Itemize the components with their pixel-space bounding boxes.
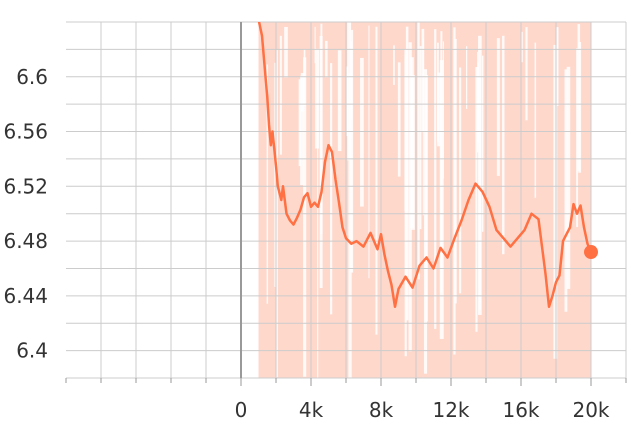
raw-band-gap: [437, 72, 441, 147]
raw-band-gap: [350, 29, 354, 273]
raw-band-gap: [360, 57, 364, 207]
raw-band-gap: [319, 35, 323, 288]
y-tick-label: 6.4: [16, 339, 48, 363]
raw-band-gap: [330, 63, 333, 315]
raw-band-gap: [408, 42, 412, 352]
raw-band-gap: [417, 22, 420, 280]
raw-band-gap: [410, 75, 415, 230]
raw-band-gap: [375, 26, 378, 335]
raw-band-gap: [436, 42, 439, 143]
raw-band-gap: [397, 62, 401, 177]
raw-band-gap: [337, 50, 342, 152]
raw-band-gap: [419, 46, 422, 230]
raw-band-gap: [284, 26, 288, 78]
raw-band-gap: [410, 76, 413, 138]
raw-band-gap: [298, 79, 301, 167]
raw-band-gap: [325, 40, 328, 78]
raw-band-gap: [454, 39, 457, 304]
raw-band-gap: [458, 67, 462, 294]
raw-band-gap: [434, 29, 437, 329]
x-tick-label: 0: [235, 398, 248, 422]
raw-band-gap: [534, 42, 537, 198]
raw-band-gap: [274, 62, 277, 287]
raw-band-gap: [300, 73, 304, 112]
y-tick-label: 6.44: [3, 284, 48, 308]
raw-band-gap: [564, 69, 568, 312]
raw-band-gap: [477, 62, 480, 144]
raw-band-gap: [578, 42, 582, 173]
raw-band-gap: [317, 78, 319, 378]
raw-band-gap: [347, 22, 352, 161]
raw-band-gap: [566, 66, 571, 289]
y-tick-label: 6.52: [3, 174, 48, 198]
raw-band-gap: [346, 66, 349, 137]
raw-band-gap: [453, 27, 456, 355]
raw-band-gap: [315, 48, 320, 149]
raw-band-gap: [465, 46, 468, 109]
series-layer: [257, 22, 598, 309]
raw-value-band: [258, 22, 591, 379]
series-line: [257, 22, 593, 309]
x-tick-label: 12k: [432, 398, 469, 422]
raw-band-gap: [266, 64, 269, 304]
raw-band-gap: [300, 75, 304, 186]
x-tick-label: 16k: [502, 398, 539, 422]
raw-band-gap: [525, 27, 528, 121]
raw-band-gap: [496, 38, 500, 176]
raw-band-gap: [314, 26, 316, 64]
y-tick-label: 6.6: [16, 65, 48, 89]
raw-band-gap: [475, 67, 478, 332]
series-end-point: [584, 245, 598, 260]
raw-band-gap: [279, 35, 282, 155]
x-tick-label: 20k: [572, 398, 609, 422]
raw-band-gap: [439, 60, 444, 339]
raw-band-gap: [553, 44, 558, 359]
raw-band-gap: [425, 74, 428, 322]
x-tick-label: 4k: [299, 398, 324, 422]
raw-band-gap: [478, 76, 482, 310]
raw-band-gap: [303, 57, 307, 377]
y-axis: 6.4 6.44 6.48 6.52 6.56 6.6: [3, 65, 48, 363]
raw-band-gap: [404, 80, 407, 277]
raw-band-gap: [393, 45, 395, 85]
y-tick-label: 6.48: [3, 229, 48, 253]
x-axis: 0 4k 8k 12k 16k 20k: [65, 378, 627, 422]
raw-band-gap: [348, 73, 352, 379]
raw-band-gap: [576, 48, 579, 228]
raw-band-gap: [422, 38, 424, 216]
y-tick-label: 6.56: [3, 120, 48, 144]
raw-band-gap: [368, 25, 370, 279]
raw-band-gap: [521, 31, 523, 63]
x-tick-label: 8k: [369, 398, 394, 422]
raw-band-gap: [481, 55, 484, 232]
raw-band-gap: [502, 35, 505, 255]
